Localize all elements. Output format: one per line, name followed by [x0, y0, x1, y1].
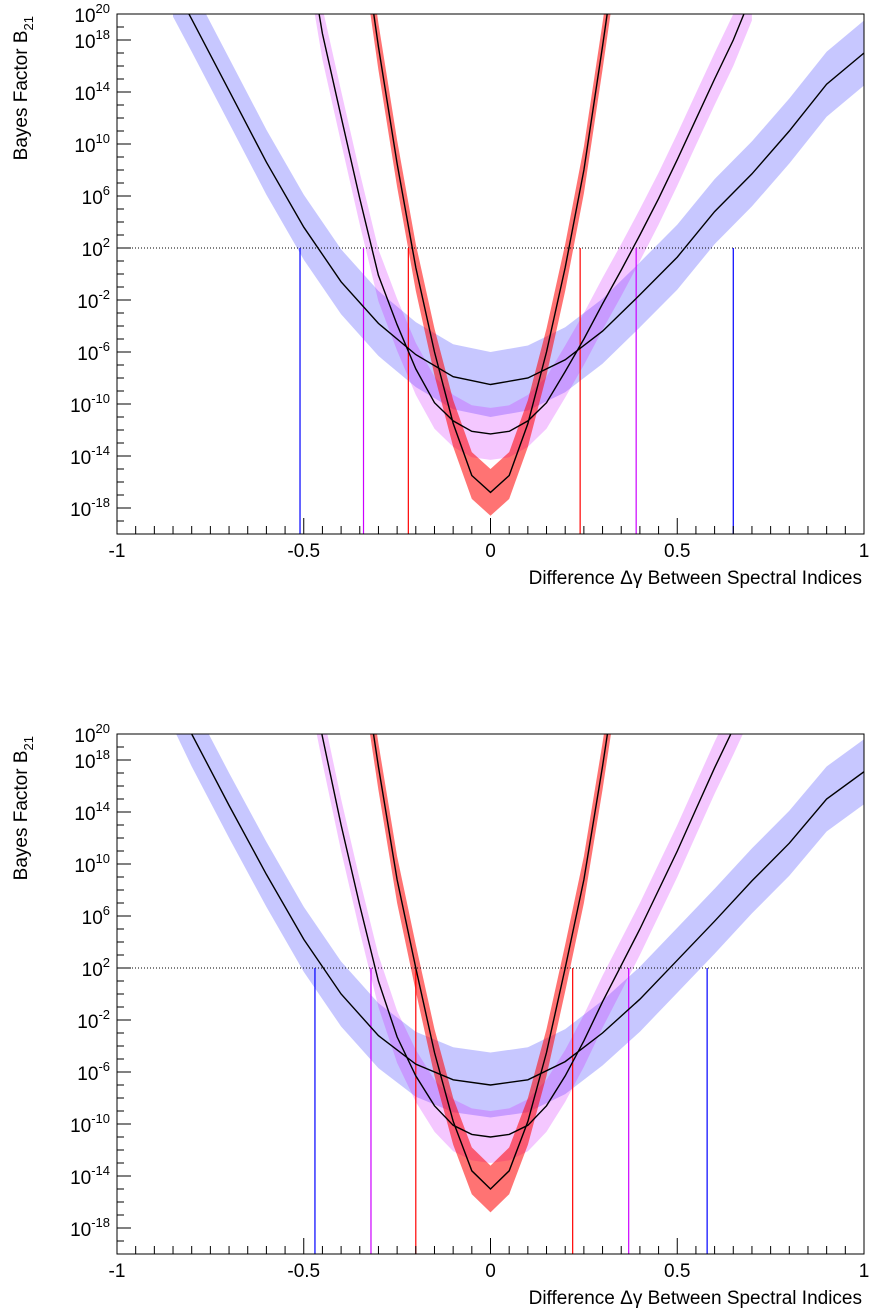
y-tick-label: 10-6 [77, 339, 110, 365]
y-tick-label: 1010 [74, 131, 110, 157]
series-line-1 [188, 14, 864, 386]
y-tick-label: 10-2 [77, 287, 110, 313]
y-tick-label: 1020 [74, 721, 110, 747]
series-line-3 [373, 14, 608, 494]
x-tick-label: 0.5 [664, 1261, 690, 1282]
uncertainty-band-1 [173, 14, 864, 417]
uncertainty-band-3 [369, 734, 611, 1213]
uncertainty-band-3 [370, 14, 611, 516]
y-tick-label: 1014 [74, 799, 110, 825]
x-tick-label: -1 [109, 541, 126, 562]
x-tick-label: -1 [109, 1261, 126, 1282]
chart-panel-2: 10-1810-1410-1010-610-210210610101014101… [11, 721, 870, 1309]
y-tick-label: 1020 [74, 1, 110, 27]
uncertainty-band-1 [176, 734, 864, 1118]
x-tick-label: 0 [485, 1261, 496, 1282]
x-tick-label: -0.5 [287, 1261, 320, 1282]
y-tick-label: 1018 [74, 747, 110, 773]
series-line-3 [372, 734, 609, 1190]
x-tick-label: 1 [859, 541, 870, 562]
y-tick-label: 102 [82, 235, 110, 261]
series-line-2 [321, 734, 732, 1138]
y-tick-label: 10-6 [77, 1059, 110, 1085]
chart-panel-1: 10-1810-1410-1010-610-210210610101014101… [11, 1, 870, 589]
y-tick-label: 106 [82, 183, 110, 209]
y-tick-label: 10-14 [70, 1163, 110, 1189]
y-tick-label: 1010 [74, 851, 110, 877]
series-line-1 [190, 734, 864, 1086]
y-tick-label: 10-18 [70, 495, 110, 521]
y-tick-label: 106 [82, 903, 110, 929]
x-tick-label: 0.5 [664, 541, 690, 562]
plot-area [117, 734, 864, 1254]
y-tick-label: 10-18 [70, 1215, 110, 1241]
x-tick-label: 0 [485, 541, 496, 562]
x-tick-label: -0.5 [287, 541, 320, 562]
y-tick-label: 102 [82, 955, 110, 981]
plot-area [117, 14, 864, 534]
x-tick-label: 1 [859, 1261, 870, 1282]
x-axis-title: Difference Δγ Between Spectral Indices [529, 1288, 862, 1309]
uncertainty-band-2 [316, 734, 743, 1163]
y-tick-label: 10-10 [70, 391, 110, 417]
y-tick-label: 10-10 [70, 1111, 110, 1137]
y-tick-label: 1014 [74, 79, 110, 105]
y-axis-title: Bayes Factor B21 [11, 16, 36, 160]
x-axis-title: Difference Δγ Between Spectral Indices [529, 568, 862, 589]
y-tick-label: 1018 [74, 27, 110, 53]
y-axis-title: Bayes Factor B21 [11, 736, 36, 880]
y-tick-label: 10-2 [77, 1007, 110, 1033]
y-tick-label: 10-14 [70, 443, 110, 469]
